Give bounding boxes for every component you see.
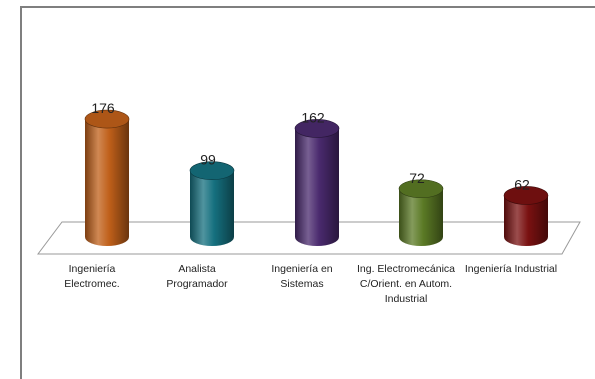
category-label-3: Ingeniería en Sistemas [271,263,332,290]
chart-frame [20,6,595,379]
bar-top-3 [294,119,340,138]
category-label-4: Ing. Electromecánica C/Orient. en Autom. I… [357,263,455,305]
bar-3 [295,128,339,246]
data-label-2: 99 [200,152,216,168]
data-label-4: 72 [409,170,425,186]
category-label-5: Ingeniería Industrial [465,263,557,275]
category-label-2: Analista Programador [166,263,228,290]
bar-5 [504,195,548,246]
bar-1 [85,119,129,246]
data-label-1: 176 [91,100,115,116]
data-label-3: 162 [301,109,325,125]
bar-top-4 [398,179,444,199]
bar-4 [399,188,443,246]
bar-top-2 [189,161,235,180]
data-label-5: 62 [514,176,530,192]
bar-top-5 [503,186,549,205]
bar-top-1 [84,109,130,129]
category-label-1: Ingeniería Electromec. [64,263,119,290]
bar-2 [190,170,234,246]
